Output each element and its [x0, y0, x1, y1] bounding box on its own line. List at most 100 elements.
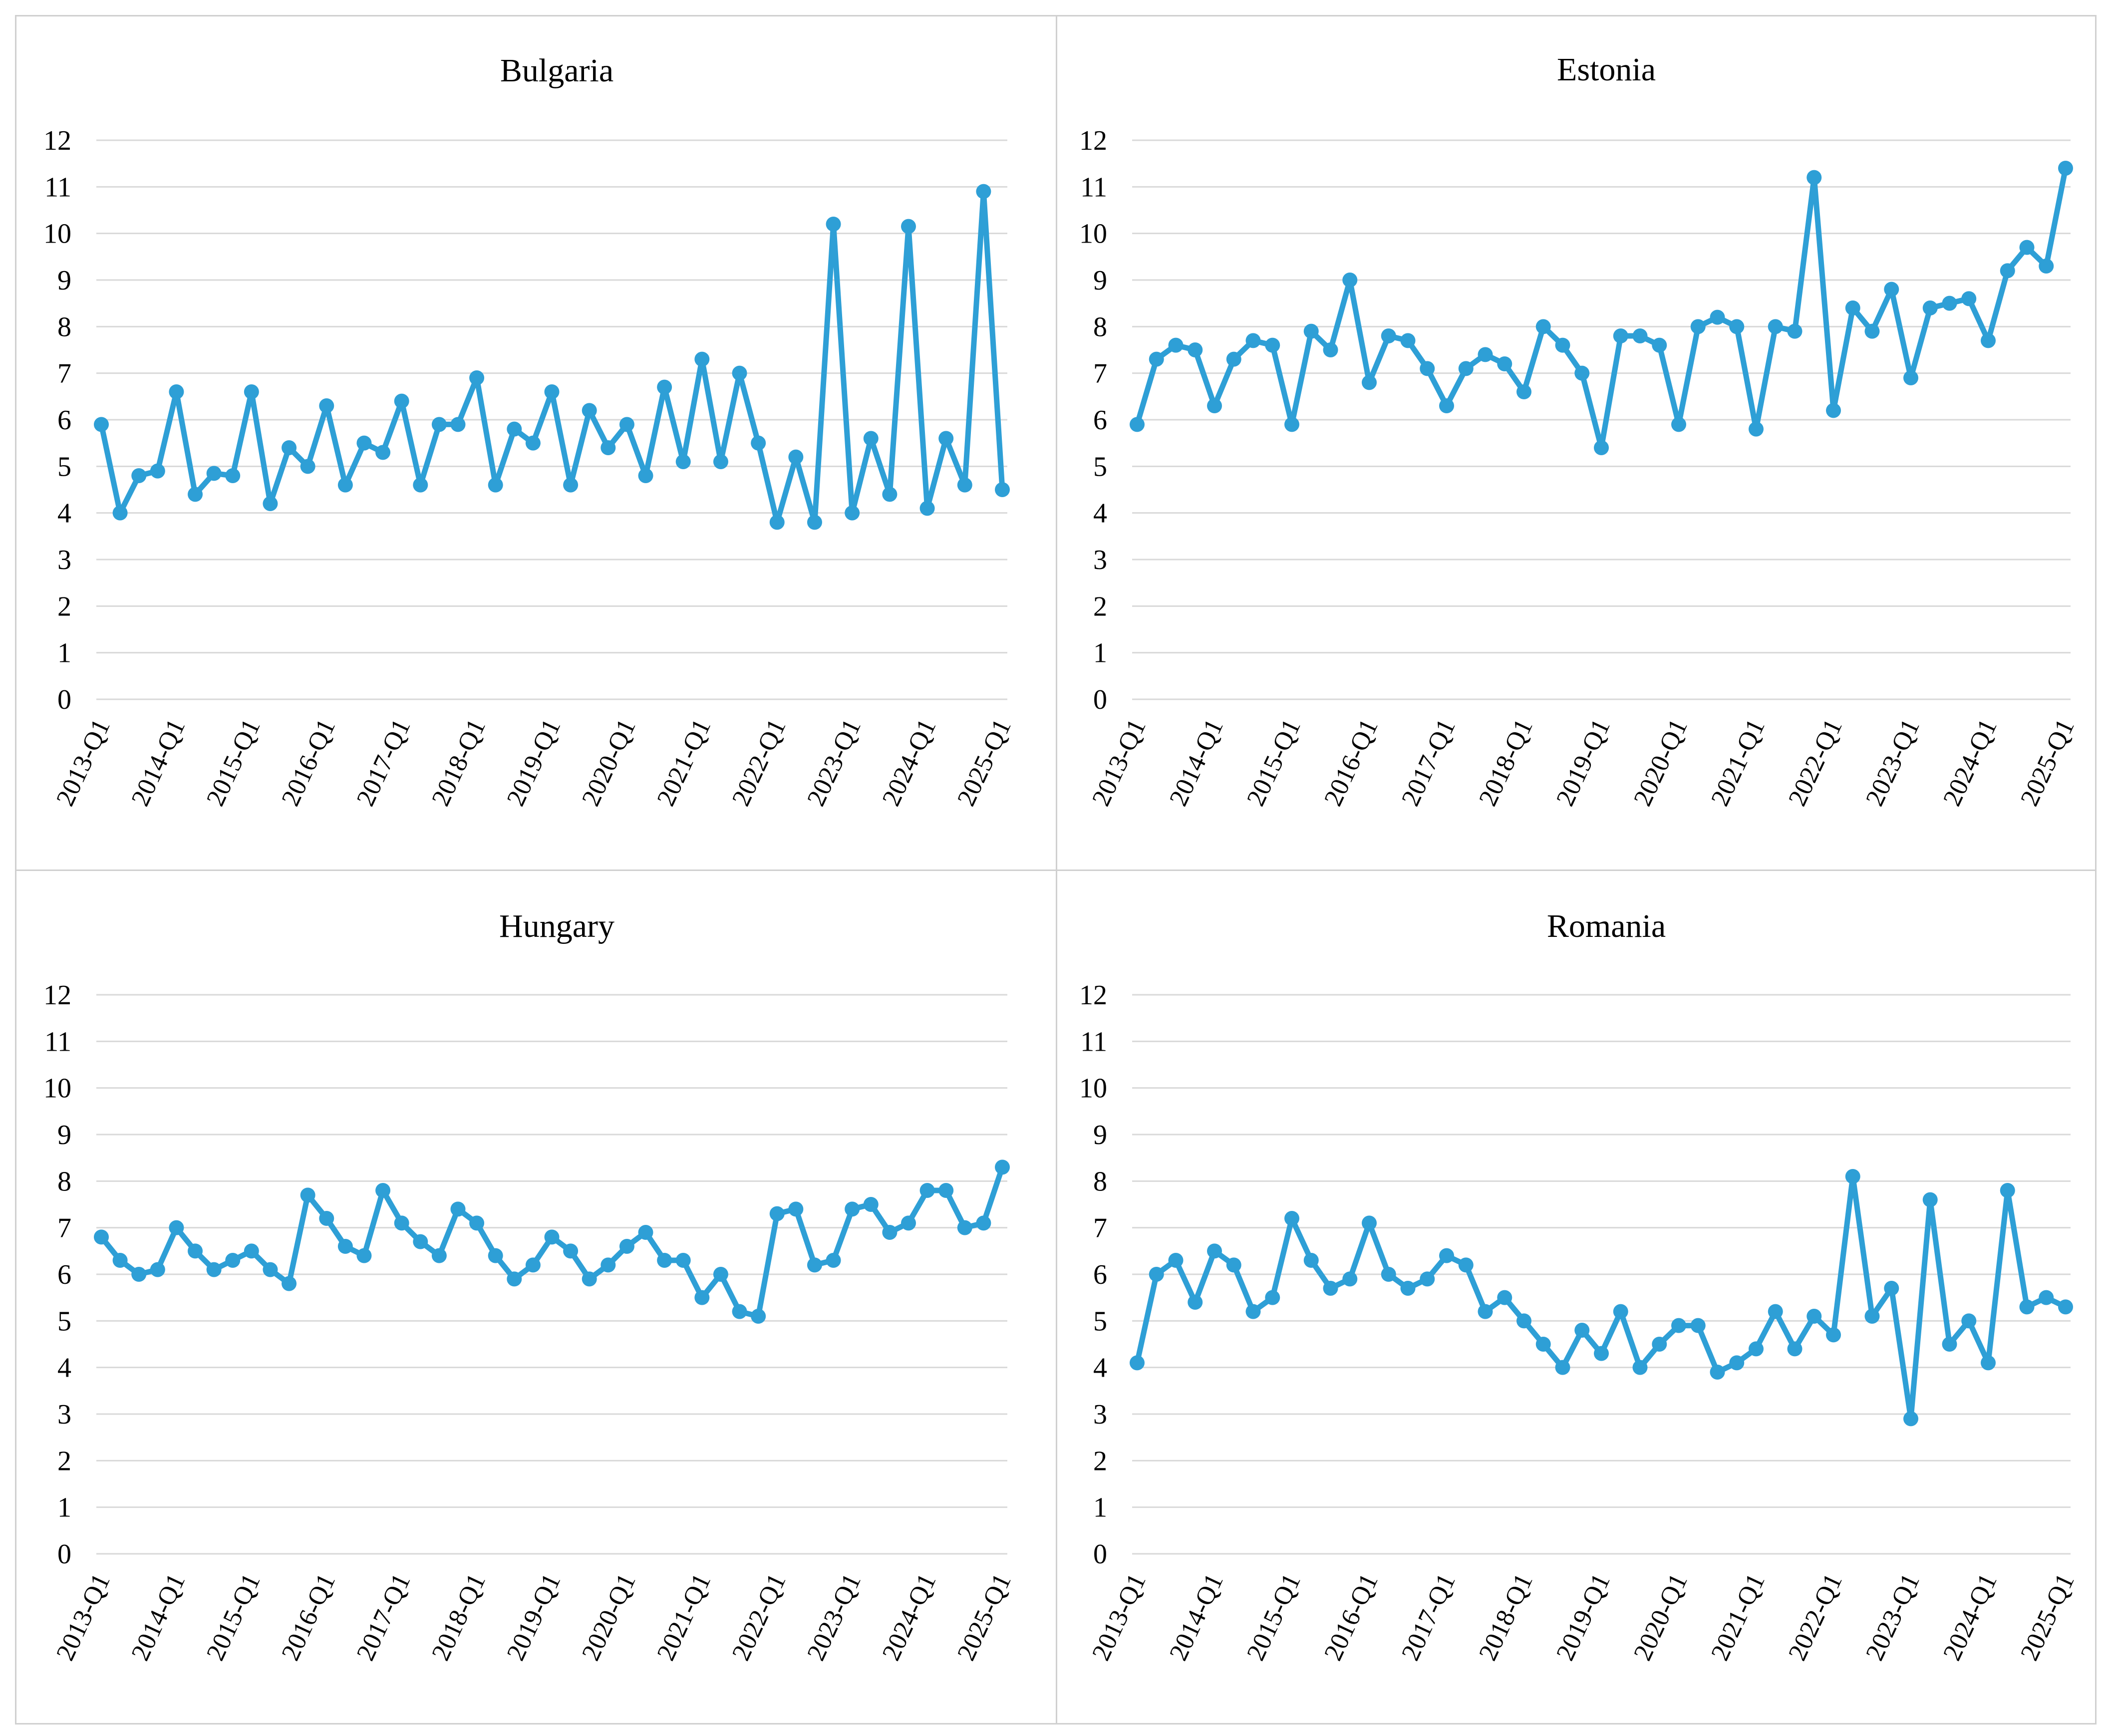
data-point	[1497, 356, 1512, 371]
data-point	[450, 1201, 466, 1217]
data-point	[995, 1159, 1010, 1175]
data-point	[1768, 319, 1783, 334]
chart-title: Romania	[1547, 908, 1666, 944]
y-tick-label: 6	[57, 405, 71, 436]
y-tick-label: 6	[57, 1259, 71, 1290]
x-tick-label: 2020-Q1	[577, 1569, 641, 1665]
data-point	[1903, 370, 1918, 385]
x-tick-label: 2015-Q1	[201, 715, 266, 811]
data-point	[901, 1215, 916, 1231]
data-point	[300, 1187, 315, 1203]
data-point	[1981, 333, 1996, 348]
data-point	[1961, 1313, 1977, 1329]
x-tick-label: 2025-Q1	[952, 1569, 1017, 1665]
x-tick-label: 2023-Q1	[802, 1569, 867, 1665]
data-point	[263, 1262, 278, 1277]
data-point	[675, 454, 691, 469]
data-point	[525, 435, 541, 451]
data-point	[188, 1243, 203, 1259]
y-tick-label: 12	[43, 980, 71, 1011]
data-point	[657, 1253, 672, 1268]
x-tick-label: 2019-Q1	[502, 1569, 567, 1665]
data-point	[863, 1197, 879, 1212]
x-tick-label: 2014-Q1	[126, 715, 191, 811]
data-point	[788, 1201, 804, 1217]
y-tick-label: 9	[57, 265, 71, 296]
data-point	[1884, 282, 1899, 297]
data-point	[1807, 1309, 1822, 1324]
x-tick-label: 2016-Q1	[276, 715, 341, 811]
data-point	[563, 1243, 579, 1259]
data-point	[1632, 328, 1648, 343]
x-tick-label: 2021-Q1	[1706, 715, 1771, 811]
data-point	[1826, 403, 1841, 418]
data-point	[1884, 1281, 1899, 1296]
data-point	[1265, 337, 1280, 353]
data-point	[450, 417, 466, 432]
data-point	[112, 505, 128, 521]
data-point	[807, 1257, 822, 1273]
y-tick-label: 3	[1093, 545, 1107, 576]
data-point	[732, 365, 747, 381]
data-point	[1226, 351, 1241, 367]
data-point	[413, 477, 428, 493]
data-point	[150, 463, 165, 479]
data-point	[938, 431, 954, 446]
x-tick-label: 2018-Q1	[426, 1569, 491, 1665]
y-tick-label: 9	[1093, 265, 1107, 296]
chart-title: Hungary	[499, 908, 614, 944]
data-point	[601, 440, 616, 455]
data-point	[619, 1239, 634, 1254]
data-point	[206, 1262, 222, 1277]
data-point	[1303, 323, 1319, 339]
data-point	[1690, 319, 1706, 334]
y-tick-label: 8	[57, 1166, 71, 1197]
data-point	[788, 449, 804, 465]
y-tick-label: 11	[1080, 1026, 1107, 1057]
y-tick-label: 11	[44, 172, 71, 203]
data-point	[1478, 1304, 1493, 1319]
y-tick-label: 10	[1079, 219, 1107, 250]
data-point	[2039, 259, 2054, 274]
y-tick-label: 5	[57, 1306, 71, 1337]
data-point	[1303, 1253, 1319, 1268]
data-point	[112, 1253, 128, 1268]
data-point	[1535, 1337, 1551, 1352]
x-tick-label: 2025-Q1	[2015, 715, 2080, 811]
data-point	[282, 1276, 297, 1291]
data-point	[507, 1271, 522, 1287]
data-point	[319, 1211, 334, 1226]
data-point	[1362, 375, 1377, 390]
data-point	[882, 487, 898, 502]
data-point	[995, 482, 1010, 497]
data-point	[469, 1215, 485, 1231]
x-tick-label: 2021-Q1	[651, 1569, 716, 1665]
data-point	[1749, 1341, 1764, 1357]
data-point	[1207, 1243, 1222, 1259]
y-tick-label: 1	[57, 1492, 71, 1523]
data-point	[1903, 1411, 1918, 1427]
chart-title: Estonia	[1557, 51, 1656, 88]
y-tick-label: 5	[1093, 451, 1107, 482]
x-tick-label: 2019-Q1	[502, 715, 567, 811]
data-point	[2058, 161, 2073, 176]
x-tick-label: 2018-Q1	[426, 715, 491, 811]
x-tick-label: 2016-Q1	[1319, 1569, 1384, 1665]
data-point	[976, 184, 991, 199]
data-point	[1690, 1318, 1706, 1333]
data-point	[169, 384, 184, 399]
y-tick-label: 1	[1093, 638, 1107, 669]
data-point	[1439, 1248, 1454, 1263]
data-point	[601, 1257, 616, 1273]
y-tick-label: 7	[1093, 358, 1107, 389]
data-point	[638, 1225, 653, 1240]
data-point	[413, 1234, 428, 1249]
x-tick-label: 2023-Q1	[802, 715, 867, 811]
x-tick-label: 2017-Q1	[351, 1569, 416, 1665]
x-tick-label: 2023-Q1	[1860, 715, 1925, 811]
data-point	[1613, 328, 1628, 343]
data-point	[1323, 1281, 1338, 1296]
data-point	[563, 477, 579, 493]
